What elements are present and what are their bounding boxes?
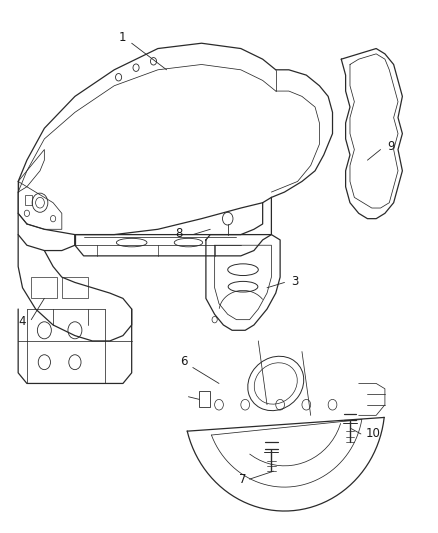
Text: 3: 3: [291, 275, 298, 288]
Text: 1: 1: [119, 30, 126, 44]
Text: 7: 7: [239, 473, 246, 486]
Bar: [62, 277, 88, 298]
Text: 6: 6: [180, 355, 187, 368]
Bar: [199, 391, 210, 407]
Text: 10: 10: [365, 426, 380, 440]
Text: 4: 4: [18, 315, 26, 328]
Text: 9: 9: [387, 140, 395, 152]
Bar: [25, 195, 32, 205]
Text: 8: 8: [175, 227, 183, 240]
Bar: [31, 277, 57, 298]
